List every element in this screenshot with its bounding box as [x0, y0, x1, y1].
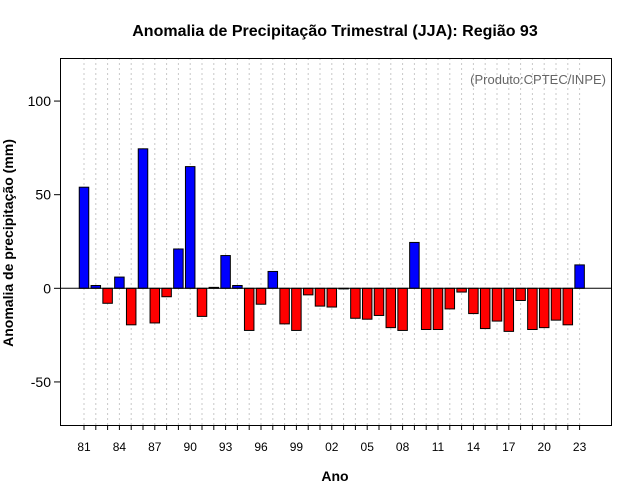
x-tick-label: 14 [467, 440, 481, 454]
bar-99 [291, 287, 302, 331]
bar-91 [196, 287, 208, 317]
x-axis-title: Ano [321, 468, 348, 484]
y-tick-label: 50 [35, 187, 51, 203]
bar-97 [267, 270, 279, 289]
x-tick-label: 93 [219, 440, 233, 454]
bar-18 [515, 287, 526, 301]
bar-00 [302, 287, 314, 296]
bar-96 [255, 287, 267, 305]
bar-84 [114, 276, 125, 289]
bar-13 [456, 287, 467, 293]
bar-23 [574, 264, 585, 289]
chart-title: Anomalia de Precipitação Trimestral (JJA… [132, 23, 538, 40]
x-tick-label: 23 [573, 440, 587, 454]
bar-14 [468, 287, 479, 315]
bar-98 [279, 287, 290, 325]
bar-05 [361, 287, 373, 320]
bar-09 [409, 241, 420, 289]
x-tick-label: 17 [502, 440, 516, 454]
y-axis-title: Anomalia de precipitação (mm) [0, 139, 16, 347]
bar-02 [326, 287, 338, 308]
bar-90 [184, 166, 196, 289]
bar-04 [350, 287, 361, 319]
bar-11 [432, 287, 444, 331]
y-tick-label: 0 [43, 280, 51, 296]
bar-10 [420, 287, 432, 331]
bar-19 [527, 287, 538, 331]
bar-81 [78, 186, 90, 289]
bar-06 [373, 287, 385, 316]
grid-lines [83, 58, 581, 425]
bar-85 [125, 287, 137, 326]
bar-21 [550, 287, 562, 321]
bar-89 [173, 248, 184, 289]
x-tick-label: 20 [538, 440, 552, 454]
bar-87 [149, 287, 161, 324]
bar-88 [161, 287, 172, 298]
bar-16 [491, 287, 503, 322]
bar-15 [479, 287, 491, 330]
bar-01 [314, 287, 326, 307]
bars [78, 148, 585, 332]
plot-frame [60, 58, 612, 426]
bar-17 [503, 287, 515, 332]
credit-annotation: (Produto:CPTEC/INPE) [470, 72, 606, 87]
x-tick-label: 02 [325, 440, 339, 454]
bar-12 [444, 287, 456, 310]
x-tick-label: 08 [396, 440, 410, 454]
y-tick-label: 100 [28, 93, 52, 109]
bar-95 [243, 287, 255, 331]
bar-83 [102, 287, 113, 304]
bar-93 [220, 255, 231, 289]
x-tick-label: 87 [148, 440, 162, 454]
x-tick-label: 96 [254, 440, 268, 454]
bar-86 [137, 148, 149, 289]
x-tick-label: 90 [184, 440, 198, 454]
bar-22 [562, 287, 574, 326]
bar-20 [538, 287, 550, 329]
y-tick-label: -50 [31, 374, 51, 390]
x-tick-label: 99 [290, 440, 304, 454]
x-tick-label: 84 [113, 440, 127, 454]
bar-08 [397, 287, 408, 331]
y-axis: -50 0 50 100 [28, 93, 60, 390]
x-axis: 81 84 87 90 93 96 99 02 05 08 11 14 17 20 23 [77, 425, 587, 454]
bar-07 [385, 287, 397, 329]
x-tick-label: 11 [432, 440, 445, 454]
x-tick-label: 81 [77, 440, 91, 454]
x-tick-label: 05 [361, 440, 375, 454]
